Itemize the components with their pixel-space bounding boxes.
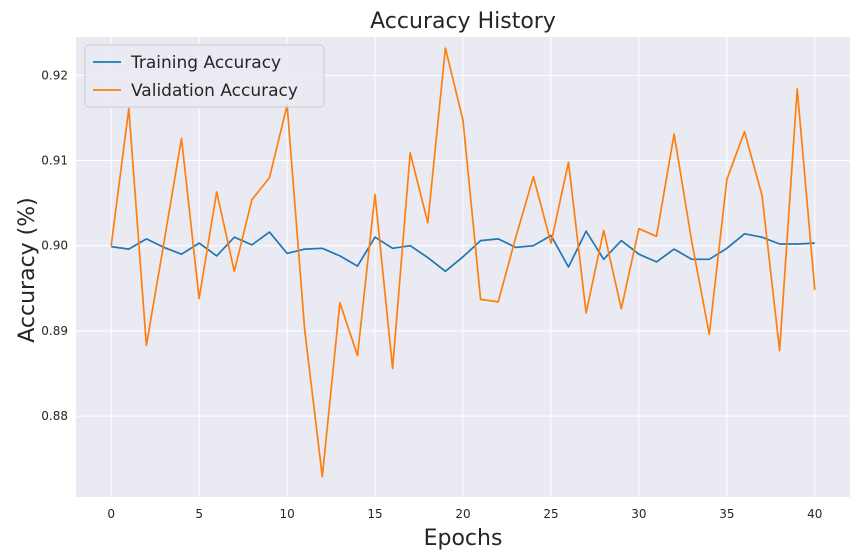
y-tick-labels: 0.88 0.89 0.90 0.91 0.92 <box>41 68 68 423</box>
series-lines <box>110 47 816 478</box>
y-tick-label: 0.89 <box>41 324 68 338</box>
x-tick-label: 5 <box>195 507 203 521</box>
x-tick-label: 30 <box>631 507 646 521</box>
validation-accuracy-line <box>110 47 816 478</box>
x-tick-label: 25 <box>543 507 558 521</box>
x-tick-label: 40 <box>807 507 822 521</box>
chart-title: Accuracy History <box>370 9 556 34</box>
x-axis-label: Epochs <box>424 526 503 551</box>
x-tick-label: 0 <box>107 507 115 521</box>
y-tick-label: 0.90 <box>41 239 68 253</box>
x-tick-label: 20 <box>455 507 470 521</box>
y-tick-label: 0.88 <box>41 409 68 423</box>
y-tick-label: 0.91 <box>41 154 68 168</box>
x-tick-label: 15 <box>367 507 382 521</box>
legend-box <box>84 44 325 108</box>
legend: Training Accuracy Validation Accuracy <box>84 44 325 108</box>
x-tick-labels: 0 5 10 15 20 25 30 35 40 <box>107 507 822 521</box>
legend-label-validation: Validation Accuracy <box>131 81 298 101</box>
y-tick-label: 0.92 <box>41 68 68 82</box>
x-tick-label: 10 <box>279 507 294 521</box>
legend-label-training: Training Accuracy <box>130 53 281 73</box>
x-tick-label: 35 <box>719 507 734 521</box>
y-axis-label: Accuracy (%) <box>15 197 40 343</box>
